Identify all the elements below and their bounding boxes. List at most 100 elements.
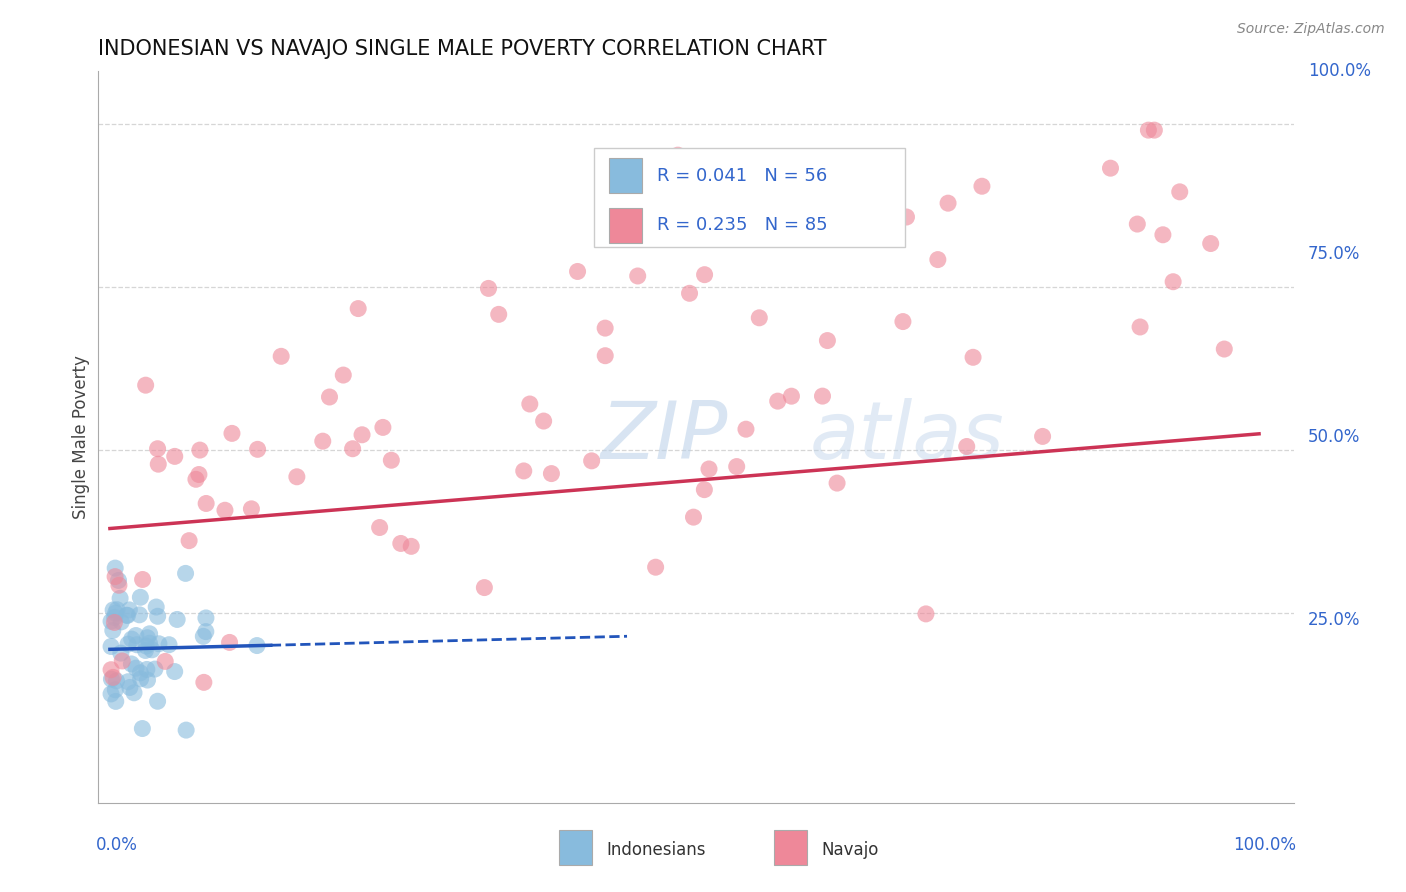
Point (593, 321, 616, 335)
Bar (558, 830, 592, 865)
Point (136, 631, 159, 645)
Point (193, 675, 215, 690)
Point (1199, 236, 1222, 251)
Point (108, 591, 131, 606)
Point (1168, 185, 1191, 199)
Point (135, 639, 157, 653)
Point (342, 442, 364, 456)
Bar (773, 830, 807, 865)
Point (825, 476, 848, 491)
Point (956, 440, 979, 454)
Point (1213, 342, 1236, 356)
Point (111, 654, 134, 668)
Point (352, 427, 374, 442)
Text: 100.0%: 100.0% (1308, 62, 1371, 80)
Point (100, 672, 122, 686)
Point (146, 694, 169, 708)
Point (811, 389, 834, 403)
Text: 0.0%: 0.0% (96, 836, 138, 854)
Point (105, 603, 128, 617)
Point (380, 453, 402, 467)
Bar (609, 158, 643, 194)
Point (118, 681, 141, 695)
Point (1032, 429, 1054, 443)
Point (101, 624, 124, 638)
Text: 50.0%: 50.0% (1308, 428, 1360, 446)
Point (194, 624, 217, 639)
Text: ZIP: ZIP (600, 398, 728, 476)
Point (120, 657, 142, 671)
Point (135, 663, 157, 677)
Text: atlas: atlas (810, 398, 1004, 476)
Point (221, 426, 243, 441)
Point (100, 614, 122, 628)
Point (101, 670, 124, 684)
Point (214, 503, 236, 517)
Point (818, 229, 841, 244)
Point (682, 510, 704, 524)
Text: Indonesians: Indonesians (606, 841, 706, 859)
Point (115, 608, 138, 623)
Point (567, 264, 589, 278)
Point (193, 629, 215, 643)
Point (110, 646, 132, 660)
Point (533, 414, 555, 428)
Text: 75.0%: 75.0% (1308, 245, 1360, 263)
Point (896, 210, 918, 224)
Point (103, 610, 125, 624)
Point (240, 501, 263, 516)
Point (143, 662, 166, 676)
Point (129, 672, 152, 686)
Point (1137, 123, 1160, 137)
Point (129, 665, 152, 680)
Point (146, 609, 169, 624)
Point (131, 573, 153, 587)
Point (312, 434, 335, 449)
Point (174, 566, 197, 581)
Point (725, 459, 748, 474)
Point (107, 574, 129, 588)
Point (697, 462, 720, 476)
Point (125, 628, 148, 642)
Point (748, 310, 770, 325)
Point (318, 390, 340, 404)
Y-axis label: Single Male Poverty: Single Male Poverty (72, 355, 90, 519)
Point (121, 632, 143, 646)
Point (145, 600, 167, 615)
Point (666, 148, 689, 162)
Point (174, 723, 197, 738)
Point (155, 654, 177, 668)
Point (915, 607, 938, 621)
Point (194, 611, 217, 625)
FancyBboxPatch shape (595, 148, 905, 247)
Point (148, 457, 170, 471)
Point (540, 467, 562, 481)
Point (1152, 227, 1174, 242)
Point (187, 467, 209, 482)
Point (399, 539, 422, 553)
Point (184, 472, 207, 486)
Point (735, 422, 758, 436)
Point (488, 307, 510, 321)
Point (693, 268, 716, 282)
Point (780, 389, 803, 403)
Point (389, 536, 412, 550)
Point (136, 673, 159, 687)
Point (129, 591, 152, 605)
Point (138, 636, 160, 650)
Point (519, 397, 541, 411)
Point (891, 315, 914, 329)
Point (218, 635, 240, 649)
Point (166, 612, 188, 626)
Point (246, 442, 269, 457)
Point (693, 483, 716, 497)
Point (581, 454, 603, 468)
Point (138, 627, 160, 641)
Point (927, 252, 949, 267)
Point (815, 334, 838, 348)
Point (332, 368, 354, 382)
Point (101, 603, 124, 617)
Point (117, 608, 139, 623)
Point (962, 351, 984, 365)
Point (195, 496, 218, 510)
